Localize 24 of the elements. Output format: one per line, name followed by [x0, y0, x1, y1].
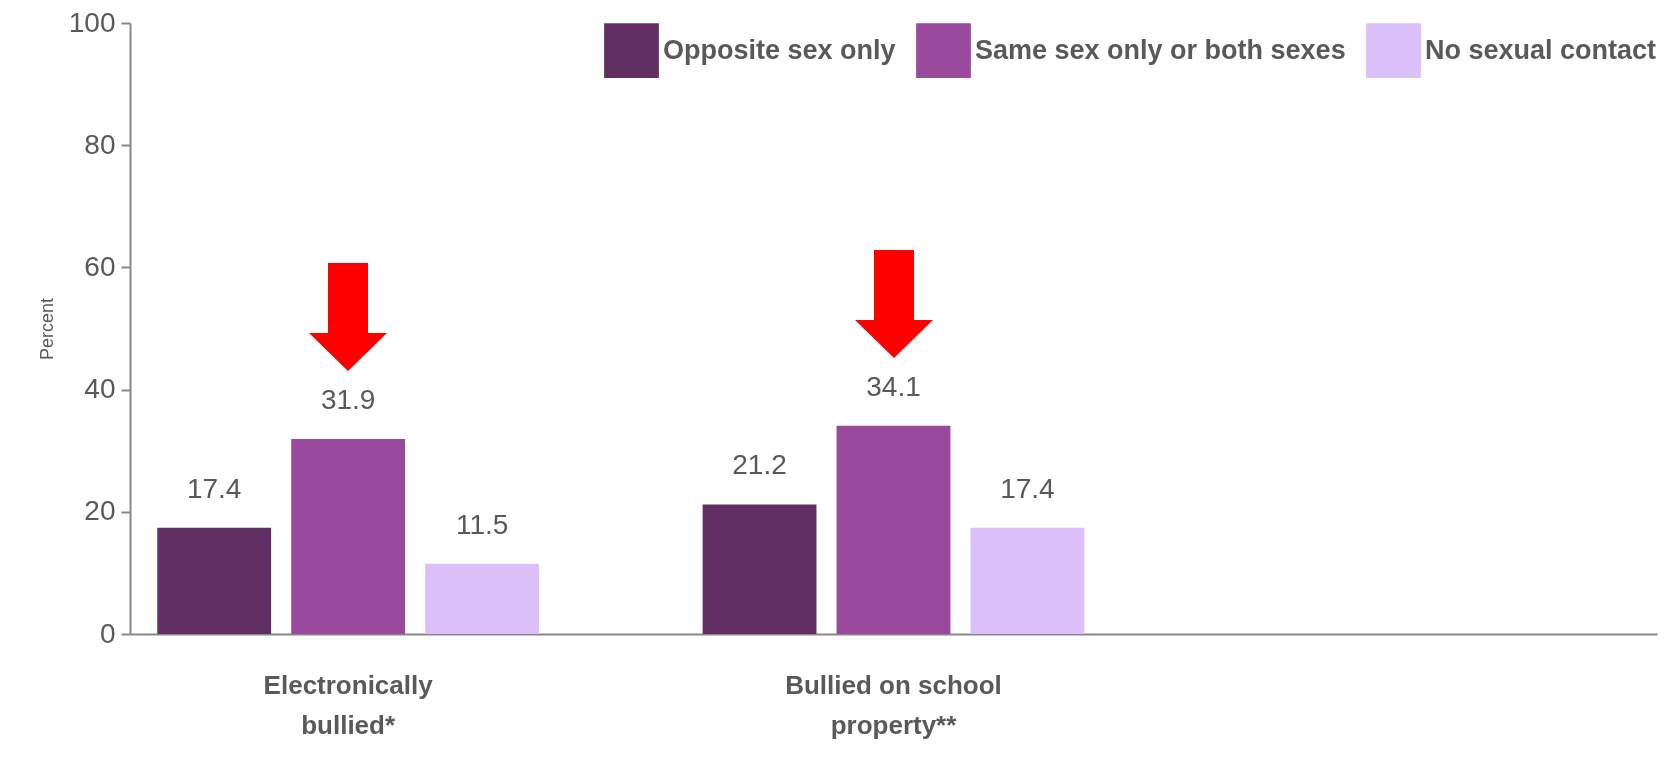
bar: [425, 563, 540, 634]
bar: [157, 527, 272, 634]
y-tick-label: 100: [68, 6, 116, 38]
bar: [970, 527, 1085, 634]
legend-label: No sexual contact: [1425, 34, 1657, 65]
data-label: 17.4: [1000, 472, 1055, 504]
x-tick-label: Electronically bullied*: [263, 669, 434, 740]
y-tick-label: 20: [84, 495, 116, 527]
y-tick-label: 0: [99, 617, 116, 649]
bar: [291, 439, 406, 634]
data-label: 34.1: [866, 370, 921, 402]
data-label: 17.4: [186, 472, 242, 504]
y-tick-label: 40: [84, 373, 116, 405]
data-label: 11.5: [455, 508, 509, 540]
legend-label: Opposite sex only: [663, 34, 896, 65]
y-axis-title: Percent: [36, 297, 57, 361]
data-label: 31.9: [320, 384, 376, 416]
bar: [702, 504, 817, 634]
data-label: 21.2: [732, 449, 787, 481]
x-tick-label: Bullied on school property**: [785, 669, 1002, 740]
legend-label: Same sex only or both sexes: [975, 34, 1346, 65]
y-tick-label: 60: [84, 250, 116, 282]
bar: [836, 425, 951, 634]
y-tick-label: 80: [84, 128, 116, 160]
